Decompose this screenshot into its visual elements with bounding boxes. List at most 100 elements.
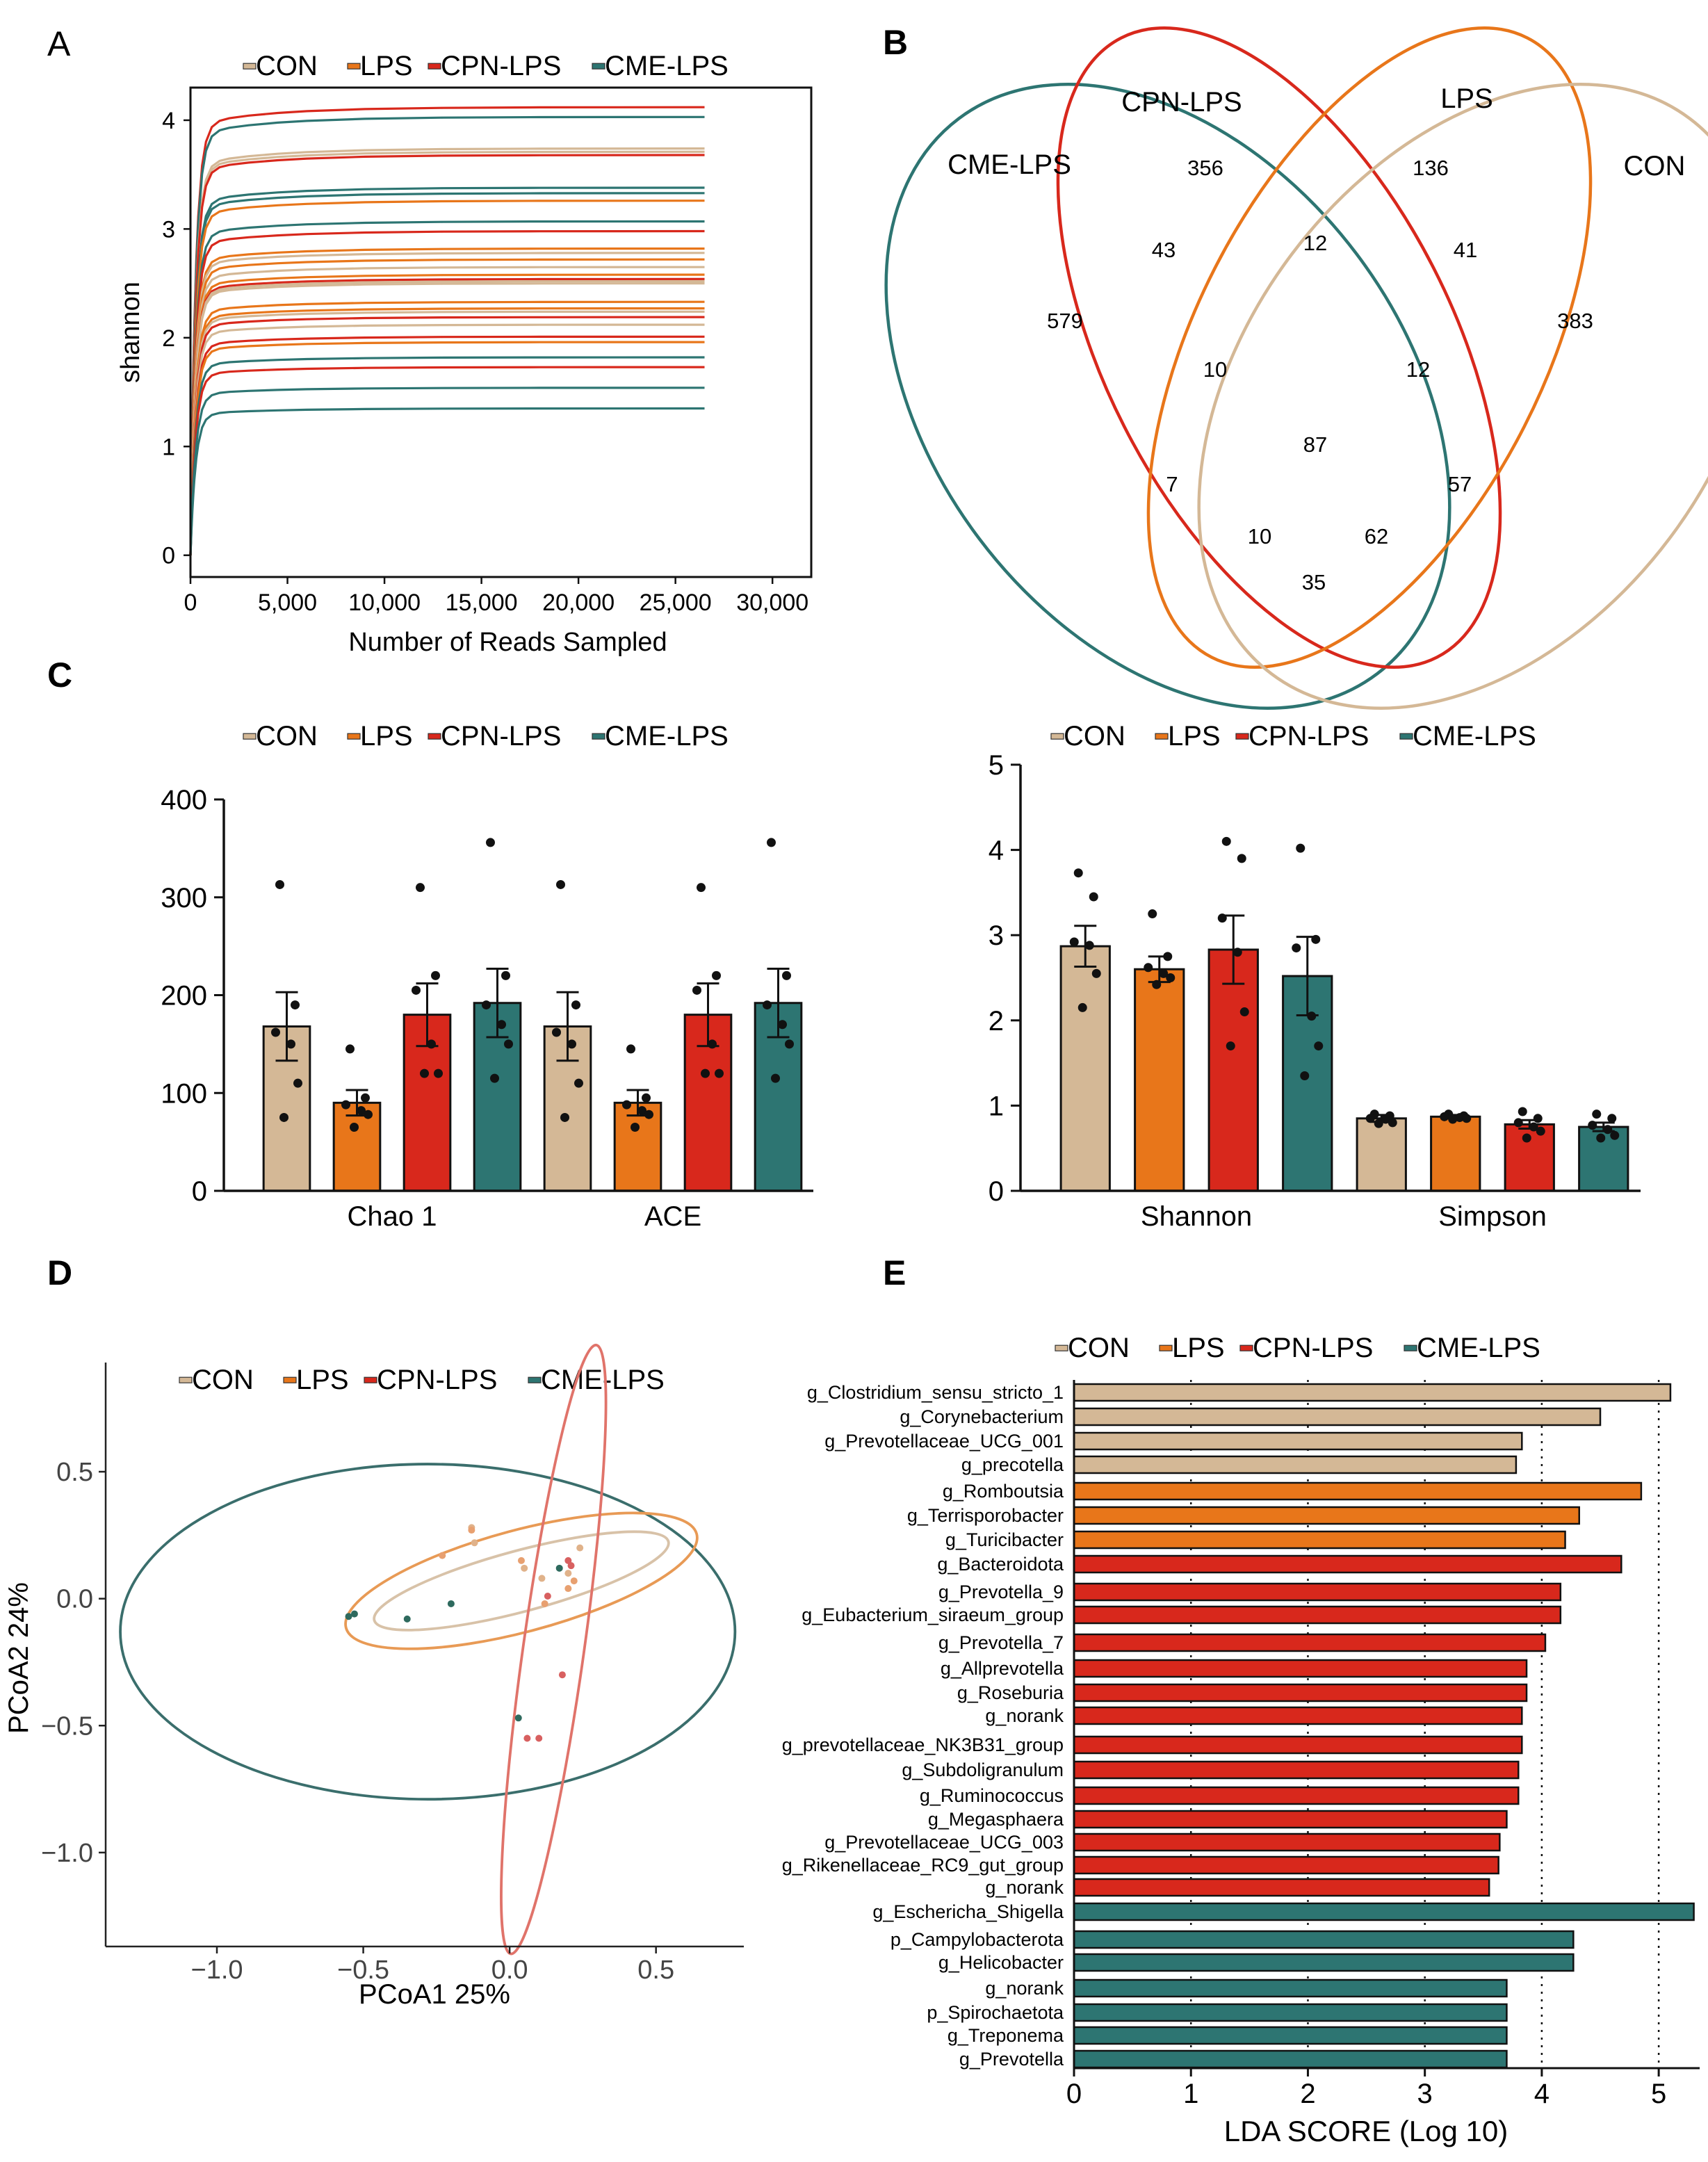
c1-point-con-0-0 bbox=[275, 879, 284, 889]
e-bar-label-26: g_Treponema bbox=[947, 2025, 1064, 2046]
c1-ytick-label-4: 400 bbox=[161, 785, 207, 815]
e-bar-label-6: g_Turicibacter bbox=[945, 1529, 1064, 1550]
c1-point-lps-1-4 bbox=[644, 1110, 653, 1119]
a-curve-con-20 bbox=[189, 310, 705, 555]
c1-legend-label-con: CON bbox=[256, 721, 318, 751]
d-point-cme-lps-22 bbox=[555, 1564, 563, 1572]
d-point-cme-lps-23 bbox=[514, 1714, 522, 1722]
c1-point-cpn-lps-1-3 bbox=[708, 1039, 717, 1049]
e-bar-19 bbox=[1073, 1855, 1499, 1875]
c2-point-lps-0-0 bbox=[1148, 909, 1157, 919]
a-curve-con-2 bbox=[189, 147, 705, 555]
d-xtick-label-1: −0.5 bbox=[337, 1956, 389, 1985]
e-bar-label-19: g_Rikenellaceae_RC9_gut_group bbox=[782, 1855, 1064, 1876]
c1-legend-label-cpn-lps: CPN-LPS bbox=[441, 721, 561, 751]
c2-bar-lps-1 bbox=[1430, 1115, 1481, 1192]
c1-point-lps-1-1 bbox=[642, 1093, 651, 1103]
a-xtick-label-6: 30,000 bbox=[736, 590, 808, 616]
c2-point-lps-0-1 bbox=[1163, 952, 1173, 961]
c2-point-cme-lps-0-5 bbox=[1300, 1071, 1310, 1080]
c2-legend-swatch-cpn-lps bbox=[1235, 733, 1249, 740]
a-curve-con-16 bbox=[189, 279, 705, 555]
a-curve-lps-24 bbox=[189, 341, 705, 555]
b-ellipse-con bbox=[1197, 83, 1708, 710]
e-legend-label-cpn-lps: CPN-LPS bbox=[1253, 1333, 1373, 1363]
b-set-label-cme-lps: CME-LPS bbox=[947, 149, 1071, 180]
e-bar-12 bbox=[1073, 1683, 1528, 1702]
e-bar-label-0: g_Clostridium_sensu_stricto_1 bbox=[807, 1382, 1064, 1403]
c2-point-lps-0-4 bbox=[1166, 973, 1176, 982]
e-xtick-label-1: 1 bbox=[1183, 2079, 1198, 2109]
c1-point-con-1-0 bbox=[556, 879, 565, 889]
c1-point-con-0-5 bbox=[279, 1112, 288, 1122]
e-legend-label-cme-lps: CME-LPS bbox=[1417, 1333, 1540, 1363]
c2-point-con-0-0 bbox=[1073, 868, 1083, 878]
b-region-count-14: 35 bbox=[1302, 570, 1326, 594]
e-bar-18 bbox=[1073, 1832, 1501, 1852]
c2-point-lps-0-5 bbox=[1152, 980, 1162, 989]
c2-point-cme-lps-1-2 bbox=[1588, 1121, 1597, 1130]
c1-ytick-label-3: 300 bbox=[161, 883, 207, 913]
d-ytick-label-0: 0.5 bbox=[56, 1458, 93, 1487]
c2-bar-cpn-lps-0 bbox=[1207, 948, 1259, 1192]
d-point-cpn-lps-16 bbox=[535, 1734, 543, 1742]
d-point-cme-lps-19 bbox=[350, 1610, 358, 1618]
e-bar-25 bbox=[1073, 2003, 1508, 2022]
e-xtick-label-0: 0 bbox=[1066, 2079, 1082, 2109]
a-curve-cme-lps-6 bbox=[189, 192, 705, 555]
c1-point-cpn-lps-1-2 bbox=[692, 985, 701, 995]
c2-point-lps-1-3 bbox=[1455, 1113, 1465, 1123]
e-bar-21 bbox=[1073, 1902, 1695, 1921]
d-point-lps-10 bbox=[564, 1585, 572, 1593]
c2-legend-label-cpn-lps: CPN-LPS bbox=[1249, 721, 1369, 751]
a-curve-con-11 bbox=[189, 252, 705, 555]
d-point-cpn-lps-12 bbox=[564, 1557, 572, 1564]
e-bar-label-15: g_Subdoligranulum bbox=[902, 1759, 1064, 1780]
e-bar-13 bbox=[1073, 1706, 1523, 1725]
c2-point-con-0-1 bbox=[1089, 892, 1098, 902]
c1-point-cpn-lps-0-5 bbox=[420, 1068, 429, 1078]
b-set-label-lps: LPS bbox=[1440, 83, 1493, 114]
c2-point-cme-lps-1-3 bbox=[1603, 1125, 1613, 1135]
c1-point-cpn-lps-0-1 bbox=[431, 970, 440, 980]
a-xtick-label-4: 20,000 bbox=[542, 590, 615, 616]
c1-ytick-label-1: 100 bbox=[161, 1078, 207, 1109]
d-ytick-label-1: 0.0 bbox=[56, 1585, 93, 1614]
c1-point-cme-lps-1-0 bbox=[767, 838, 776, 847]
d-xtick-label-3: 0.5 bbox=[637, 1956, 674, 1985]
b-region-count-6: 383 bbox=[1557, 309, 1593, 333]
c1-point-con-1-4 bbox=[574, 1078, 583, 1088]
c1-ytick-label-2: 200 bbox=[161, 981, 207, 1011]
c2-bar-con-1 bbox=[1356, 1117, 1407, 1192]
c1-point-cpn-lps-0-3 bbox=[427, 1039, 436, 1049]
a-curve-cme-lps-28 bbox=[189, 407, 705, 555]
e-legend-swatch-cpn-lps bbox=[1239, 1344, 1253, 1351]
b-ellipse-cme-lps bbox=[884, 83, 1451, 710]
d-legend-label-cme-lps: CME-LPS bbox=[541, 1365, 665, 1395]
e-bar-label-23: g_Helicobacter bbox=[938, 1952, 1064, 1973]
a-legend-swatch-con bbox=[243, 63, 257, 70]
e-bar-label-5: g_Terrisporobacter bbox=[907, 1505, 1064, 1526]
panel-a-rarefaction: CON LPS CPN-LPS CME-LPS 0 1 2 3 4 0 5,000 10,000 15,… bbox=[116, 51, 813, 657]
d-ellipse-cpn-lps bbox=[500, 1343, 608, 1956]
a-legend-label-cme-lps: CME-LPS bbox=[605, 51, 729, 81]
d-legend-label-lps: LPS bbox=[296, 1365, 349, 1395]
a-curve-cme-lps-5 bbox=[189, 186, 705, 555]
e-xtick-label-2: 2 bbox=[1300, 2079, 1315, 2109]
d-legend-swatch-lps bbox=[283, 1376, 297, 1383]
d-point-con-2 bbox=[521, 1564, 528, 1572]
c2-point-cme-lps-0-2 bbox=[1292, 943, 1301, 953]
d-point-cpn-lps-14 bbox=[544, 1593, 551, 1600]
panel-e-lda: CON LPS CPN-LPS CME-LPS g_Clostridium_sensu_… bbox=[782, 1333, 1700, 2147]
panel-d-pcoa: CON LPS CPN-LPS CME-LPS −1.0 −0.5 0.0 0.5 0.5 0.0… bbox=[3, 1343, 744, 2010]
a-legend-swatch-cpn-lps bbox=[428, 63, 441, 70]
c2-category-label-1: Simpson bbox=[1438, 1201, 1547, 1232]
a-curve-cpn-lps-26 bbox=[189, 366, 705, 555]
c1-point-cpn-lps-0-0 bbox=[416, 883, 425, 893]
e-bar-15 bbox=[1073, 1760, 1520, 1780]
c1-legend-label-cme-lps: CME-LPS bbox=[605, 721, 729, 751]
d-point-con-1 bbox=[471, 1539, 478, 1547]
c2-point-con-0-2 bbox=[1069, 937, 1079, 947]
e-bar-2 bbox=[1073, 1431, 1523, 1451]
c2-point-con-1-4 bbox=[1388, 1118, 1397, 1128]
